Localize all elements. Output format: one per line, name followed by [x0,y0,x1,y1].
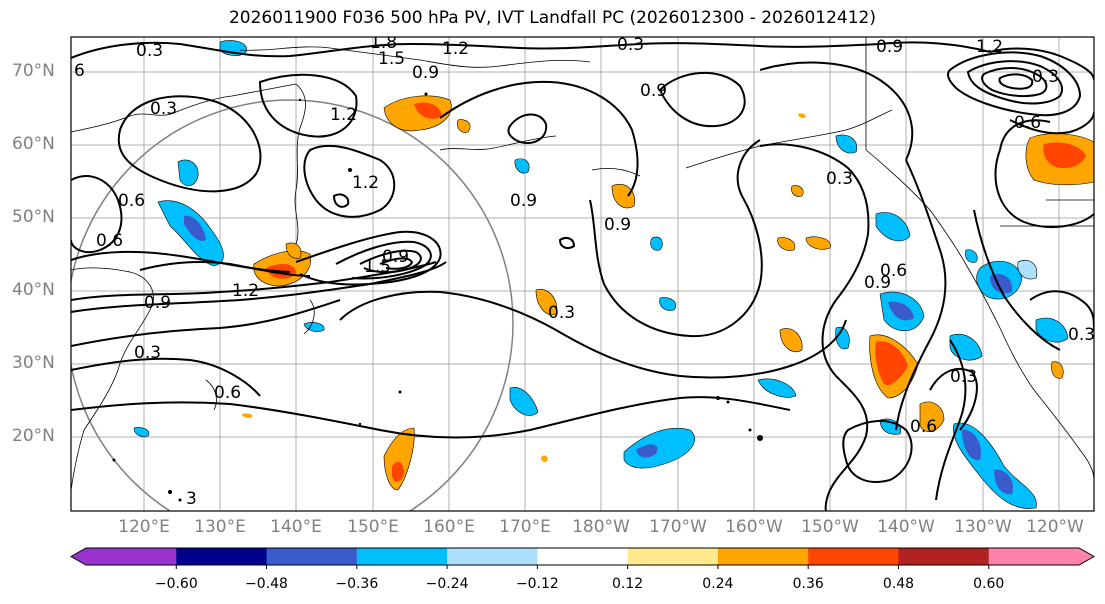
lat-label: 30°N [12,353,55,373]
lon-label: 160°W [725,517,783,537]
colorbar-extend-min [71,548,86,565]
lon-label: 170°W [649,517,707,537]
lon-label: 170°E [499,517,551,537]
colorbar-segment [808,548,899,565]
lon-label: 140°E [270,517,322,537]
contour-label: 0.3 [134,343,161,363]
contour-labels: 0.3 1.8 1.5 1.2 0.3 0.9 1.2 6 0.3 1.2 0.… [74,33,1095,509]
contour-label: 0.3 [1032,67,1059,87]
colorbar-tick-label: −0.36 [335,576,379,592]
contour-label: 1.2 [330,105,357,125]
contour-label: 0.9 [382,247,409,267]
contour-label: 1.5 [378,49,405,69]
colorbar-tick-label: 0.60 [973,576,1005,592]
lon-label: 160°E [423,517,475,537]
colorbar-segment [86,548,177,565]
contour-label: 0.6 [118,191,145,211]
contour-label: 0.3 [548,303,575,323]
colorbar-segment [356,548,448,565]
map-frame [70,36,1095,512]
colorbar-tick-label: −0.12 [515,576,559,592]
contour-label: 0.9 [412,63,439,83]
lon-label: 150°W [801,517,859,537]
pv-contours [71,41,1094,511]
lon-label: 130°W [954,517,1012,537]
lon-label: 120°W [1026,517,1084,537]
contour-label: 0.6 [880,261,907,281]
contour-label: 1.2 [442,39,469,59]
coastlines [71,37,1094,491]
contour-label: 1.2 [976,37,1003,57]
contour-label: 0.9 [864,273,891,293]
colorbar-segment [176,548,268,565]
colorbar-segments [69,547,1096,566]
colorbar-tick-marks [175,565,990,569]
lat-label: 40°N [12,280,55,300]
contour-label: 0.9 [876,37,903,57]
radius-circle [71,99,514,511]
colorbar-tick-label: 0.36 [792,576,824,592]
colorbar-segment [447,548,538,565]
lon-label: 150°E [347,517,399,537]
colorbar-tick-label: 0.48 [882,576,915,592]
contour-label: 0.9 [640,81,667,101]
ivt-positive-shading [242,95,1094,491]
lat-label: 20°N [12,426,55,446]
contour-label: 0.6 [214,383,241,403]
islands [112,92,763,502]
contour-label: 0.3 [150,99,177,119]
contour-label: 0.3 [950,367,977,387]
contour-label: 0.3 [617,35,644,55]
lat-label: 70°N [12,61,55,81]
colorbar-segment [988,548,1080,565]
colorbar-extend-max [1079,548,1094,565]
lon-label: 140°W [877,517,935,537]
contour-label: 0.9 [510,191,537,211]
lat-label: 60°N [12,134,55,154]
colorbar-tick-label: −0.48 [245,576,288,592]
colorbar-outline [69,547,1096,566]
contour-label: 0.3 [136,41,163,61]
colorbar-segment [717,548,809,565]
contour-label: 1.2 [352,173,379,193]
contour-label: 0.6 [1014,113,1041,133]
contour-label: 0.9 [144,293,171,313]
colorbar-tick-label: −0.24 [425,576,469,592]
contour-label: 6 [74,61,85,81]
colorbar-segment [266,548,358,565]
colorbar-segment [898,548,990,565]
contour-label: 0.6 [910,417,937,437]
colorbar-segment [627,548,719,565]
contour-label: 0.3 [826,169,853,189]
contour-label: 3 [186,489,197,509]
contour-label: 0.6 [96,231,123,251]
ivt-negative-shading [133,40,1069,509]
contour-label: 1.5 [364,257,391,277]
contour-label: 0.9 [604,215,631,235]
lon-label: 120°E [118,517,170,537]
lat-label: 50°N [12,207,55,227]
colorbar-segment [537,548,629,565]
colorbar-tick-label: 0.12 [612,576,644,592]
lon-label: 180°W [572,517,630,537]
colorbar-tick-label: −0.60 [154,576,198,592]
colorbar-tick-label: 0.24 [702,576,734,592]
figure-title: 2026011900 F036 500 hPa PV, IVT Landfall… [228,8,876,28]
contour-label: 1.8 [370,33,397,53]
lon-label: 130°E [194,517,246,537]
contour-label: 1.2 [232,281,259,301]
contour-label: 0.3 [1068,325,1095,345]
